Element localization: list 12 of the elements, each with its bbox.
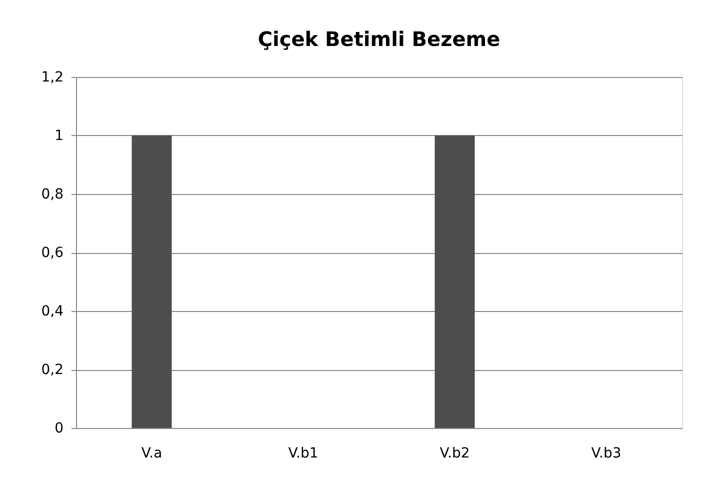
x-tick-label: V.b3 <box>591 446 622 462</box>
x-tick-label: V.a <box>141 446 162 462</box>
x-tick-label: V.b2 <box>440 446 470 462</box>
y-tick-label: 0,8 <box>41 186 64 202</box>
y-tick-label: 0,4 <box>41 304 64 320</box>
y-tick-label: 0,6 <box>41 245 64 261</box>
y-tick-label: 1 <box>54 128 64 144</box>
y-tick-label: 1,2 <box>41 70 64 86</box>
y-tick-label: 0,2 <box>41 362 64 378</box>
chart-title: Çiçek Betimli Bezeme <box>258 27 500 51</box>
x-tick-label: V.b1 <box>288 446 318 462</box>
y-tick-label: 0 <box>54 420 64 436</box>
